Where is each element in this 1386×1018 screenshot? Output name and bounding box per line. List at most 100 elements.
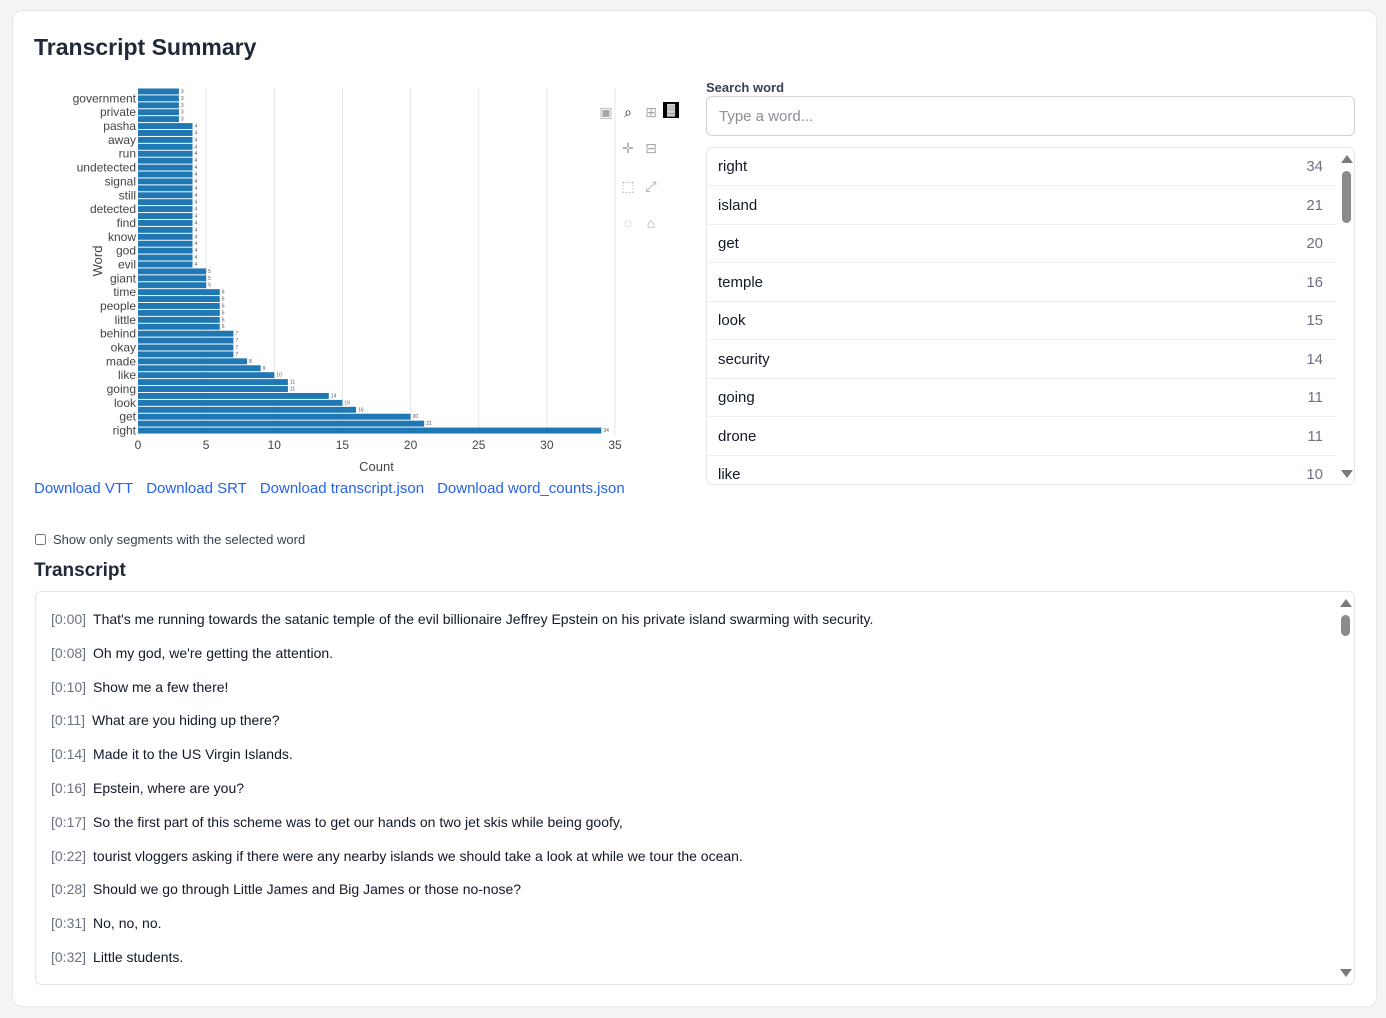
hover-icon[interactable]: ◌ — [623, 215, 633, 231]
word-list-item[interactable]: right 34 — [707, 148, 1337, 186]
transcript-segment[interactable]: [0:08] Oh my god, we're getting the atten… — [51, 645, 333, 661]
bar — [138, 344, 234, 351]
bar — [138, 213, 193, 219]
segment-text: Made it to the US Virgin Islands. — [93, 746, 293, 763]
scroll-up-icon[interactable] — [1341, 155, 1353, 163]
bar — [138, 157, 193, 164]
transcript-segment[interactable]: [0:11] What are you hiding up there? — [51, 712, 280, 728]
word-list-item[interactable]: like 10 — [707, 456, 1337, 484]
filter-toggle[interactable]: Show only segments with the selected wor… — [35, 532, 305, 547]
transcript-segment[interactable]: [0:16] Epstein, where are you? — [51, 780, 244, 796]
word-list-item[interactable]: island 21 — [707, 187, 1337, 225]
segment-timestamp[interactable]: [0:14] — [51, 746, 87, 763]
autoscale-icon[interactable]: ⤢ — [645, 178, 657, 194]
bar — [138, 109, 179, 116]
scroll-down-icon[interactable] — [1341, 470, 1353, 478]
transcript-scrollbar[interactable] — [1338, 592, 1352, 984]
bar-value-label: 4 — [195, 165, 198, 171]
download-word-counts-json-link[interactable]: Download word_counts.json — [437, 480, 625, 497]
y-tick-label: run — [119, 147, 136, 161]
box-select-icon[interactable]: ⬚ — [621, 178, 635, 194]
bar-value-label: 6 — [222, 290, 225, 296]
transcript-segment[interactable]: [0:14] Made it to the US Virgin Islands. — [51, 746, 293, 762]
segment-text: No, no, no. — [93, 915, 162, 932]
camera-icon[interactable]: ▣ — [599, 104, 613, 120]
word-count: 34 — [1306, 158, 1323, 175]
transcript-segment[interactable]: [0:00] That's me running towards the sata… — [51, 611, 873, 627]
segment-timestamp[interactable]: [0:11] — [51, 712, 85, 729]
filter-checkbox[interactable] — [35, 534, 46, 545]
word-list[interactable]: right 34 island 21 get 20 temple 16 look 15 securi… — [706, 147, 1355, 485]
plotly-logo-icon[interactable]: ▓ — [663, 102, 679, 118]
word-count: 11 — [1307, 427, 1323, 445]
segment-timestamp[interactable]: [0:28] — [51, 881, 87, 898]
scroll-up-icon[interactable] — [1340, 599, 1352, 607]
scroll-thumb[interactable] — [1341, 615, 1350, 636]
segment-timestamp[interactable]: [0:08] — [51, 644, 87, 661]
segment-timestamp[interactable]: [0:17] — [51, 813, 87, 830]
bar — [138, 199, 193, 206]
bar-value-label: 3 — [181, 110, 184, 116]
download-transcript-json-link[interactable]: Download transcript.json — [259, 480, 425, 497]
zoom-icon[interactable]: ⌕ — [624, 104, 632, 120]
bar — [138, 309, 220, 316]
transcript-panel[interactable]: [0:00] That's me running towards the sata… — [35, 591, 1355, 985]
bar-value-label: 4 — [195, 130, 198, 136]
zoom-in-icon[interactable]: ⊞ — [645, 104, 657, 120]
word-list-item[interactable]: get 20 — [707, 225, 1337, 263]
bar-value-label: 5 — [208, 269, 211, 275]
segment-timestamp[interactable]: [0:22] — [51, 847, 87, 864]
zoom-out-icon[interactable]: ⊟ — [645, 140, 657, 156]
home-icon[interactable]: ⌂ — [646, 215, 656, 231]
bar-value-label: 9 — [263, 366, 266, 372]
segment-timestamp[interactable]: [0:32] — [51, 949, 87, 965]
word-list-item[interactable]: drone 11 — [707, 418, 1337, 456]
download-srt-link[interactable]: Download SRT — [146, 480, 247, 497]
segment-timestamp[interactable]: [0:31] — [51, 915, 87, 932]
word-label: look — [718, 312, 746, 329]
y-tick-label: time — [113, 285, 136, 299]
transcript-segment[interactable]: [0:17] So the first part of this scheme w… — [51, 814, 623, 830]
transcript-segment[interactable]: [0:32] Little students. — [51, 949, 183, 965]
word-list-scrollbar[interactable] — [1339, 148, 1353, 484]
bar-value-label: 16 — [358, 407, 364, 413]
pan-icon[interactable]: ✛ — [622, 140, 634, 156]
segment-text: Epstein, where are you? — [93, 780, 245, 796]
bar — [138, 130, 193, 136]
bar — [138, 95, 179, 102]
bar — [138, 219, 193, 226]
bar — [138, 323, 220, 330]
transcript-segment[interactable]: [0:10] Show me a few there! — [51, 679, 228, 695]
segment-timestamp[interactable]: [0:00] — [51, 611, 87, 627]
segment-text: What are you hiding up there? — [92, 712, 280, 729]
transcript-segment[interactable]: [0:28] Should we go through Little James … — [51, 881, 521, 897]
scroll-thumb[interactable] — [1342, 171, 1351, 223]
x-tick-label: 35 — [608, 438, 622, 452]
search-input[interactable] — [706, 96, 1355, 136]
download-vtt-link[interactable]: Download VTT — [34, 480, 134, 497]
bar — [138, 206, 193, 213]
bar — [138, 399, 343, 406]
word-list-item[interactable]: security 14 — [707, 341, 1337, 379]
y-tick-label: okay — [111, 341, 136, 355]
bar-value-label: 3 — [181, 89, 184, 95]
bar-value-label: 4 — [195, 248, 198, 254]
scroll-down-icon[interactable] — [1340, 969, 1352, 977]
word-label: temple — [718, 273, 764, 291]
transcript-heading: Transcript — [34, 560, 126, 581]
segment-timestamp[interactable]: [0:16] — [51, 780, 87, 796]
y-tick-label: detected — [90, 202, 136, 216]
transcript-segment[interactable]: [0:22] tourist vloggers asking if there w… — [51, 848, 743, 864]
x-tick-label: 15 — [336, 438, 350, 452]
word-count: 11 — [1307, 389, 1323, 406]
bar-value-label: 4 — [195, 186, 198, 192]
word-list-item[interactable]: temple 16 — [707, 264, 1337, 302]
segment-text: Oh my god, we're getting the attention. — [93, 644, 334, 661]
chart-svg[interactable]: 3333344444444444444444444455566666677778… — [34, 80, 694, 475]
bar — [138, 102, 179, 109]
word-list-item[interactable]: going 11 — [707, 379, 1337, 417]
word-list-item[interactable]: look 15 — [707, 302, 1337, 340]
segment-timestamp[interactable]: [0:10] — [51, 678, 87, 695]
transcript-segment[interactable]: [0:31] No, no, no. — [51, 915, 162, 931]
